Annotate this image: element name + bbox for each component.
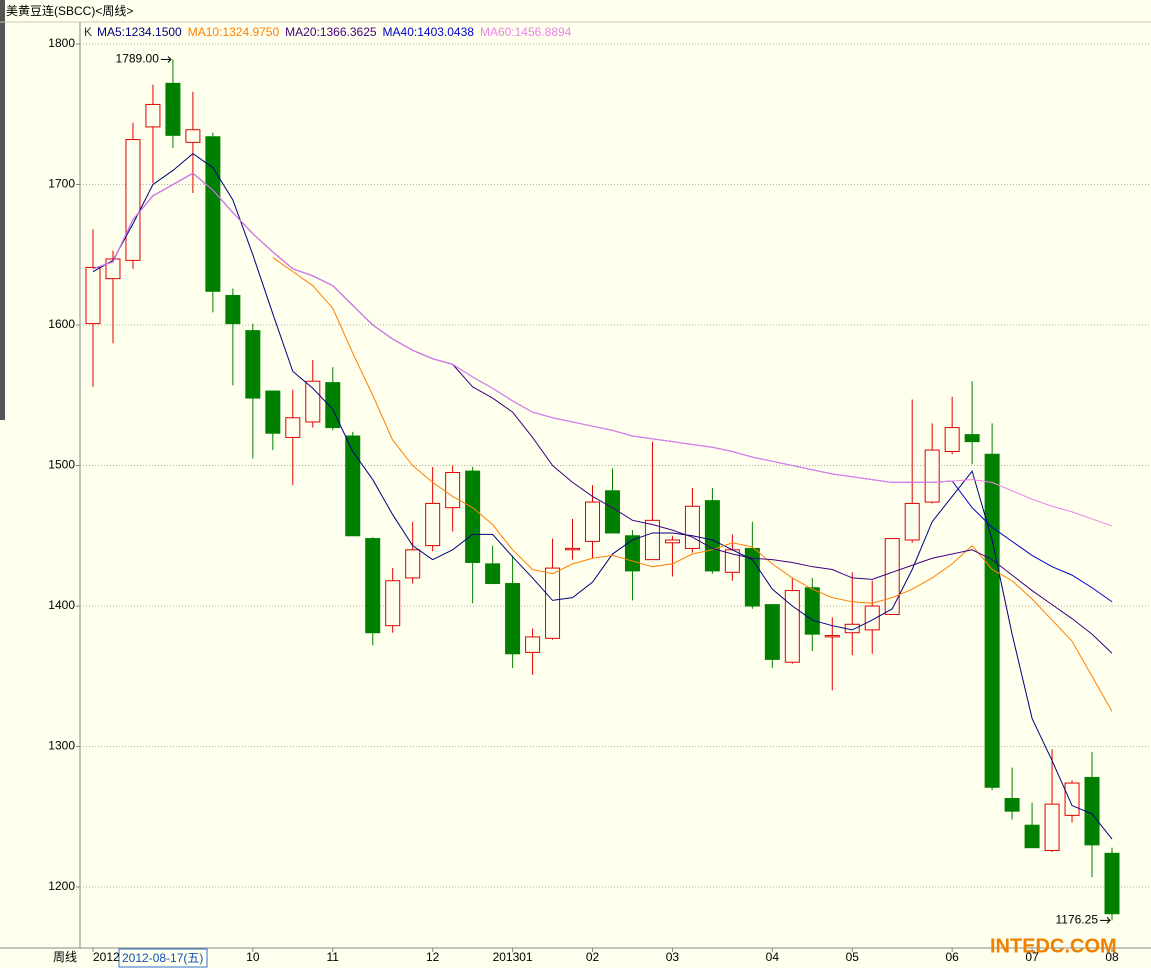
candle-body [245, 330, 261, 399]
candle-body [285, 417, 301, 438]
cursor-box [118, 948, 208, 968]
candle-body [465, 470, 481, 563]
y-tick-label: 1200 [48, 879, 75, 893]
candle-body [505, 583, 521, 655]
legend-label: MA20:1366.3625 [285, 25, 377, 39]
candle-body [385, 580, 401, 627]
annotation-arrowhead [1106, 917, 1111, 924]
candle-body [1004, 798, 1020, 812]
x-tick-label: 02 [586, 950, 600, 964]
candle-body [664, 539, 680, 544]
ma-line [92, 152, 1113, 840]
candle-body [425, 502, 441, 547]
x-tick-label: 05 [846, 950, 860, 964]
candle-body [824, 635, 840, 638]
candle-body [804, 587, 820, 635]
candle-body [265, 390, 281, 434]
candle-body [325, 382, 341, 429]
candle-body [604, 490, 620, 534]
candle-body [545, 567, 561, 639]
y-tick-label: 1700 [48, 177, 75, 191]
candle-body [724, 549, 740, 573]
legend-label: MA10:1324.9750 [188, 25, 280, 39]
watermark-text: INTEDC.COM [990, 935, 1117, 957]
candle-body [445, 472, 461, 509]
x-tick-label: 06 [945, 950, 959, 964]
y-tick-label: 1500 [48, 458, 75, 472]
watermark: INTEDC.COM [990, 935, 1117, 957]
candle-body [704, 500, 720, 572]
candle-body [365, 538, 381, 634]
legend-label: MA60:1456.8894 [480, 25, 572, 39]
candle-body [85, 266, 101, 325]
candle-body [345, 435, 361, 537]
candle-body [205, 136, 221, 292]
candle-body [225, 295, 241, 325]
x-tick-label: 11 [327, 950, 340, 964]
y-tick-label: 1300 [48, 739, 75, 753]
candle-body [185, 129, 201, 143]
side-bar [0, 0, 5, 420]
cursor-label: 2012-08-17(五) [122, 951, 203, 965]
x-tick-label: 03 [666, 950, 680, 964]
candle-body [644, 519, 660, 561]
legend-prefix: K [84, 25, 92, 39]
candle-body [1044, 803, 1060, 851]
x-tick-label: 10 [246, 950, 260, 964]
candle-body [684, 505, 700, 549]
candle-body [1024, 824, 1040, 849]
candle-body [744, 547, 760, 607]
candle-body [764, 604, 780, 660]
x-tick-label: 12 [426, 950, 440, 964]
chart-title: 美黄豆连(SBCC)<周线> [6, 3, 133, 18]
candle-body [165, 82, 181, 136]
x-tick-label: 201301 [493, 950, 533, 964]
candle-body [884, 538, 900, 615]
candle-body [565, 547, 581, 551]
candle-body [485, 563, 501, 585]
x-tick-label: 08 [1105, 950, 1119, 964]
ma-line [92, 172, 1113, 527]
x-tick-label: 04 [766, 950, 780, 964]
y-tick-label: 1800 [48, 36, 75, 50]
annotation-arrowhead [167, 56, 172, 63]
candle-body [145, 103, 161, 128]
candle-body [924, 449, 940, 503]
candle-body [904, 502, 920, 541]
candle-body [305, 380, 321, 423]
candle-body [624, 535, 640, 572]
candle-body [525, 636, 541, 653]
y-tick-label: 1600 [48, 317, 75, 331]
candle-body [964, 434, 980, 443]
candle-body [1084, 776, 1100, 846]
candle-body [405, 549, 421, 579]
candle-body [585, 501, 601, 542]
y-tick-label: 1400 [48, 598, 75, 612]
candle-body [864, 605, 880, 631]
legend-label: MA40:1403.0438 [383, 25, 475, 39]
candle-body [105, 258, 121, 280]
legend-label: MA5:1234.1500 [97, 25, 182, 39]
ma-line [272, 257, 1113, 712]
candle-body [1104, 852, 1120, 915]
period-label: 周线 [53, 950, 77, 964]
low-annotation: 1176.25 [1056, 913, 1099, 927]
high-annotation: 1789.00 [116, 52, 160, 66]
x-tick-label: 2012 [93, 950, 120, 964]
candle-body [984, 453, 1000, 788]
candle-body [944, 427, 960, 452]
candle-body [125, 139, 141, 261]
candle-body [1064, 782, 1080, 816]
x-tick-label: 07 [1025, 950, 1039, 964]
